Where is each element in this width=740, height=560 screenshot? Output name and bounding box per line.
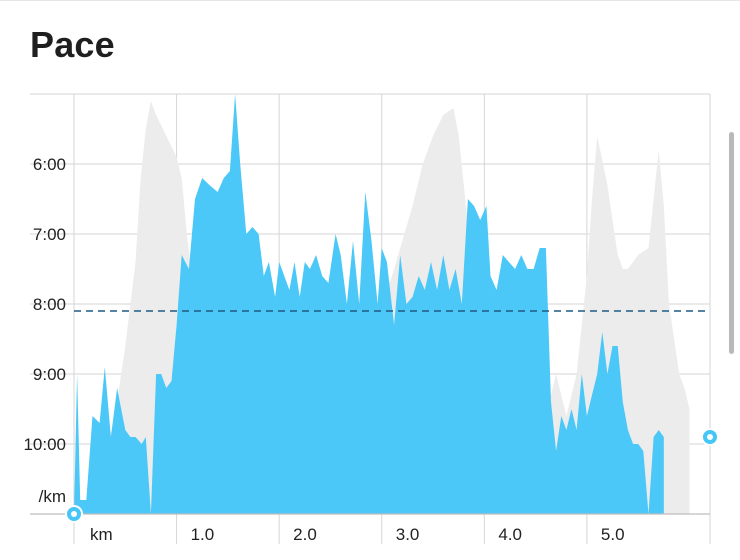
x-axis-label: km [90,525,113,544]
endpoint-marker-dot-1 [707,434,713,440]
x-tick-label-2: 3.0 [396,525,420,544]
x-tick-label-1: 2.0 [293,525,317,544]
y-axis-label: /km [39,487,66,506]
vertical-scrollbar[interactable] [729,132,734,354]
axis-labels: 6:00 7:00 8:00 9:00 10:00/km 1.0 2.0 3.0 4.0 5.0 k… [23,155,624,544]
y-tick-label-4: 10:00 [23,435,66,454]
endpoint-marker-dot-0 [71,511,77,517]
series-layer [74,94,690,514]
y-tick-label-3: 9:00 [33,365,66,384]
page-title: Pace [30,24,115,65]
y-tick-label-1: 7:00 [33,225,66,244]
x-tick-label-3: 4.0 [498,525,522,544]
x-tick-label-4: 5.0 [601,525,625,544]
top-divider [0,0,740,1]
series-area-1 [74,94,664,514]
overlay [30,310,719,523]
y-tick-label-0: 6:00 [33,155,66,174]
x-tick-label-0: 1.0 [191,525,215,544]
y-tick-label-2: 8:00 [33,295,66,314]
